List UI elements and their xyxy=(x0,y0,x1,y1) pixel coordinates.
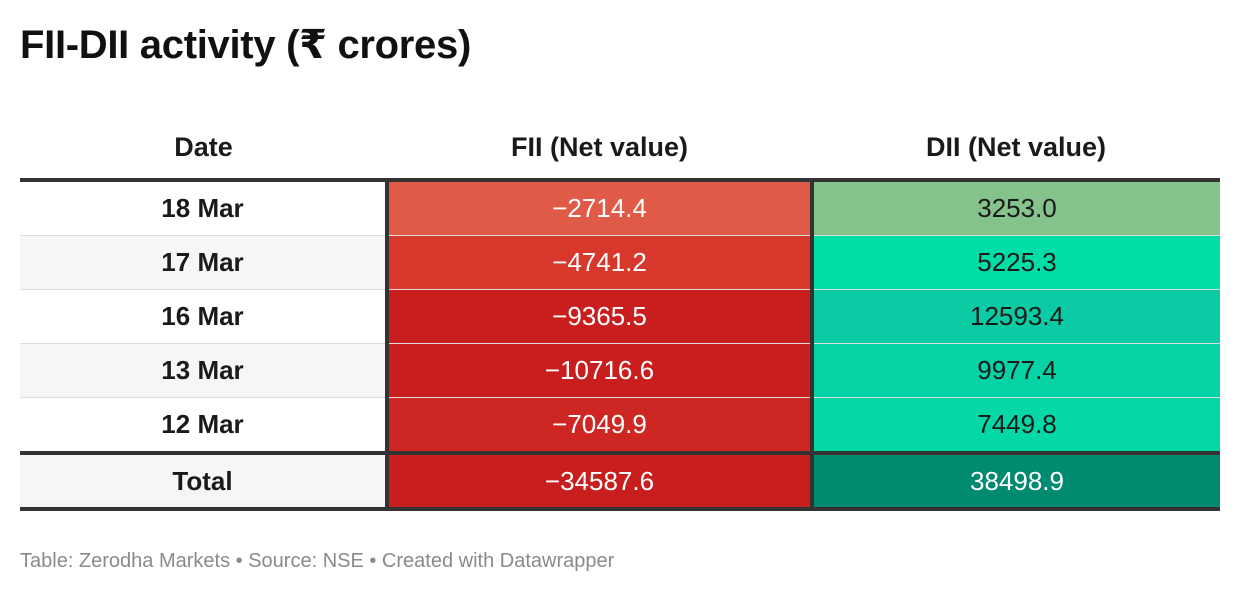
total-row: Total −34587.6 38498.9 xyxy=(20,451,1220,511)
fii-total-cell: −34587.6 xyxy=(385,451,812,511)
row-date: 16 Mar xyxy=(20,289,387,344)
header-fii: FII (Net value) xyxy=(387,116,812,182)
row-date: 17 Mar xyxy=(20,235,387,290)
header-dii: DII (Net value) xyxy=(812,116,1220,182)
fii-value-cell: −7049.9 xyxy=(385,397,812,454)
table-header-row: Date FII (Net value) DII (Net value) xyxy=(20,116,1220,182)
fii-value-cell: −2714.4 xyxy=(385,180,812,236)
header-date: Date xyxy=(20,116,387,182)
dii-value-cell: 7449.8 xyxy=(810,397,1220,454)
dii-value-cell: 12593.4 xyxy=(810,289,1220,344)
table-row: 16 Mar −9365.5 12593.4 xyxy=(20,289,1220,344)
dii-total-cell: 38498.9 xyxy=(810,451,1220,511)
fii-dii-table: Date FII (Net value) DII (Net value) 18 … xyxy=(20,116,1220,511)
source-footer: Table: Zerodha Markets • Source: NSE • C… xyxy=(20,550,615,572)
dii-value-cell: 3253.0 xyxy=(810,180,1220,236)
page-title: FII-DII activity (₹ crores) xyxy=(20,23,471,67)
table-row: 17 Mar −4741.2 5225.3 xyxy=(20,235,1220,290)
table-row: 13 Mar −10716.6 9977.4 xyxy=(20,343,1220,398)
fii-value-cell: −9365.5 xyxy=(385,289,812,344)
row-date: 13 Mar xyxy=(20,343,387,398)
fii-value-cell: −4741.2 xyxy=(385,235,812,290)
fii-value-cell: −10716.6 xyxy=(385,343,812,398)
row-date: 12 Mar xyxy=(20,397,387,454)
row-date: 18 Mar xyxy=(20,180,387,236)
table-row: 18 Mar −2714.4 3253.0 xyxy=(20,180,1220,236)
dii-value-cell: 9977.4 xyxy=(810,343,1220,398)
dii-value-cell: 5225.3 xyxy=(810,235,1220,290)
total-label: Total xyxy=(20,451,387,511)
table-row: 12 Mar −7049.9 7449.8 xyxy=(20,397,1220,454)
